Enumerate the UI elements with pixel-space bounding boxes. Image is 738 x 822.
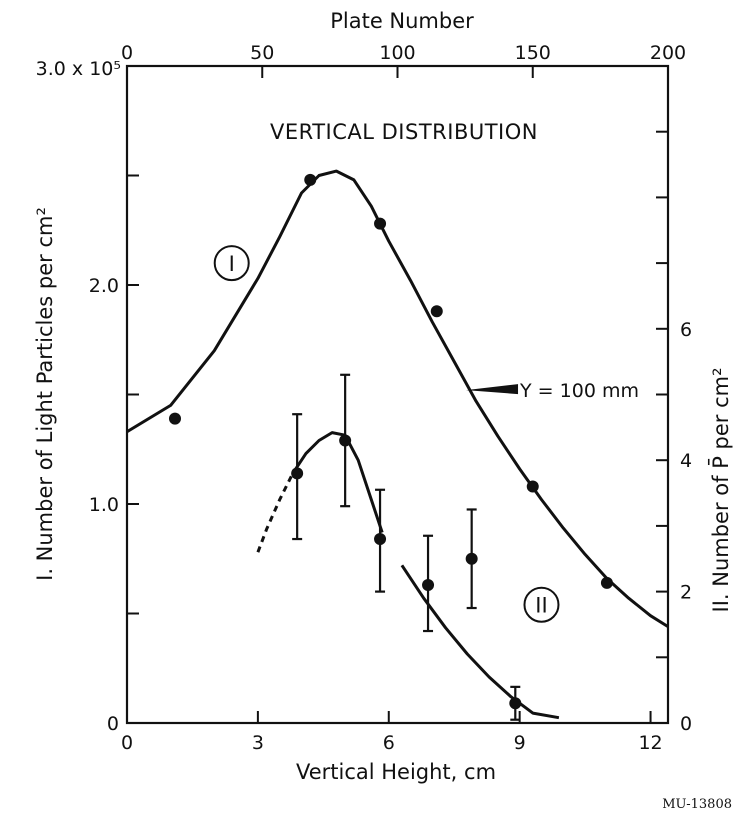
series-II-label: II <box>535 594 547 618</box>
series-II-point <box>509 697 522 710</box>
series-I-point <box>374 217 387 230</box>
series-II-point <box>422 579 435 592</box>
x-tick-label: 6 <box>383 732 395 754</box>
y-axis-title: I. Number of Light Particles per cm² <box>33 207 57 581</box>
series-label-circle <box>523 586 560 623</box>
series-I-point <box>168 412 181 425</box>
x2-tick-label: 150 <box>515 42 551 64</box>
x2-tick-label: 100 <box>379 42 415 64</box>
series-II-curve-peak <box>291 431 384 533</box>
x-tick-label: 12 <box>638 732 662 754</box>
annotation-arrow <box>466 384 519 395</box>
series-I-curve <box>126 169 669 628</box>
y2-tick-label: 0 <box>680 713 692 735</box>
x2-tick-label: 0 <box>121 42 133 64</box>
y2-tick-label: 6 <box>680 319 692 341</box>
series-II-point <box>465 552 478 565</box>
data-points <box>168 173 613 710</box>
y-tick-label: 0 <box>107 713 119 735</box>
x-tick-label: 0 <box>121 732 133 754</box>
x2-tick-label: 50 <box>250 42 274 64</box>
series-II-curve-dashed <box>256 472 295 553</box>
x-tick-label: 3 <box>252 732 264 754</box>
chart-title: VERTICAL DISTRIBUTION <box>270 120 538 144</box>
x-tick-label: 9 <box>514 732 526 754</box>
series-II-point <box>374 533 387 546</box>
x2-axis-title: Plate Number <box>330 9 474 33</box>
y2-axis-title: II. Number of P̄ per cm² <box>708 367 733 612</box>
series-I-label: I <box>229 252 235 276</box>
error-bars <box>292 373 521 721</box>
fit-curves <box>126 169 669 720</box>
y-tick-label: 2.0 <box>89 275 119 297</box>
series-I-point <box>526 480 539 493</box>
y2-tick-label: 4 <box>680 450 692 472</box>
series-I-point <box>600 576 613 589</box>
series-I-point <box>430 305 443 318</box>
x-axis-title: Vertical Height, cm <box>296 760 496 784</box>
figure-code: MU-13808 <box>662 797 732 812</box>
x2-tick-label: 200 <box>650 42 686 64</box>
y2-tick-label: 2 <box>680 582 692 604</box>
series-I-point <box>304 173 317 186</box>
y-tick-label: 1.0 <box>89 494 119 516</box>
series-label-circle <box>213 245 250 282</box>
y-top-tick-label: 3.0 x 10⁵ <box>36 58 121 80</box>
series-II-point <box>291 467 304 480</box>
series-II-point <box>339 434 352 447</box>
annotation-y-100mm: Y = 100 mm <box>519 380 639 402</box>
